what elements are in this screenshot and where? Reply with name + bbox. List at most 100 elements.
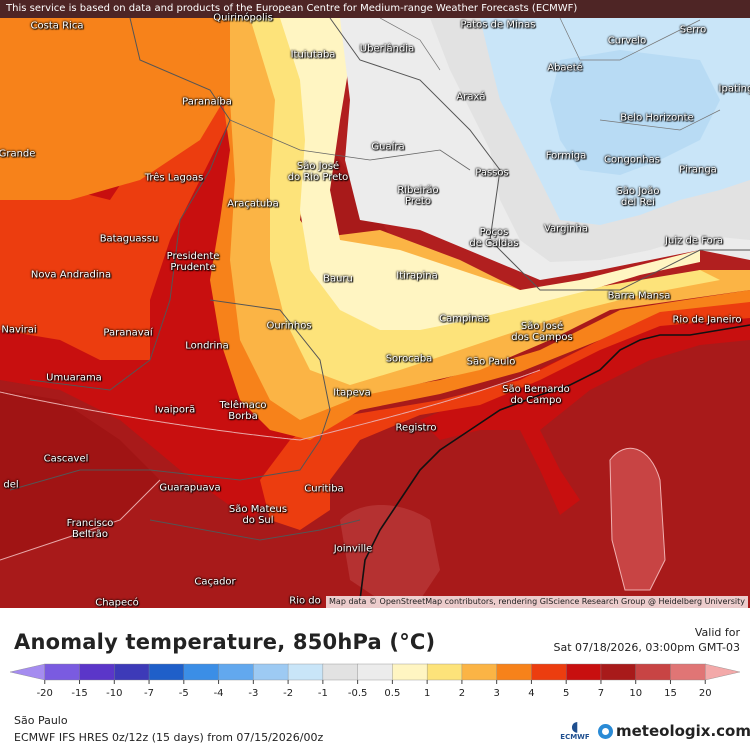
city-label: Campinas [439,313,489,325]
anomaly-zone-8-ocean [610,448,665,590]
ecmwf-disclaimer: This service is based on data and produc… [0,0,750,18]
legend-tick-label: 2 [458,688,466,699]
legend-swatch [44,663,81,681]
map-attribution: Map data © OpenStreetMap contributors, r… [326,596,748,608]
city-label: Formiga [545,150,587,162]
anomaly-zone-neg2 [550,50,720,175]
legend-swatch [218,663,255,681]
city-label: Registro [395,422,437,434]
city-label: Bauru [323,273,353,285]
legend-tick-label: -2 [283,688,294,699]
city-label: Ivaiporã [154,404,196,416]
anomaly-zone-2 [230,18,370,420]
legend-swatch [322,663,359,681]
city-label: Chapecó [95,597,139,609]
coastline [359,324,750,601]
color-legend: -20 -15 -10 -7 -5 -4 -3 -2 -1 -0.5 0.5 1 2 3 4 5 7 10 15 20 [0,660,750,708]
city-label: Ribeirão Preto [397,185,439,207]
city-label: Barra Mansa [607,290,671,302]
city-label: Joinville [333,543,373,555]
legend-tick-label: 10 [629,688,643,699]
map-title: Anomaly temperature, 850hPa (°C) [14,630,436,654]
city-label: Juiz de Fora [665,235,723,247]
legend-swatch [9,663,45,681]
legend-swatch [392,663,428,681]
legend-swatch [461,663,498,681]
ecmwf-logo-icon: ◖ [571,719,579,735]
city-label: Três Lagoas [144,172,204,184]
city-label: São José do Rio Preto [287,161,349,183]
model-run-info: ECMWF IFS HRES 0z/12z (15 days) from 07/… [14,731,324,744]
meteologix-logo[interactable]: meteologix.com [598,722,750,740]
city-label: Passos [475,167,509,179]
contour-line [0,479,161,561]
city-label: Araçatuba [227,198,279,210]
legend-swatch [670,663,706,681]
contour-line [0,369,541,441]
legend-swatch [357,663,394,681]
city-label: Quirinópolis [213,12,273,24]
legend-tick-label: -0.5 [347,688,368,699]
legend-tick-label: 0.5 [384,688,401,699]
legend-tick-label: 5 [563,688,570,699]
city-label: Caçador [194,576,236,588]
city-label: Costa Rica [30,20,84,32]
legend-swatch [496,663,533,681]
city-label: Congonhas [604,154,660,166]
legend-tick-label: -4 [213,688,224,699]
city-label: Presidente Prudente [166,251,220,273]
city-label: Varginha [543,223,589,235]
city-label: Uberlândia [359,43,415,55]
legend-tick-label: -10 [106,688,123,699]
city-label: Ituiutaba [290,49,336,61]
legend-tick-label: 3 [493,688,500,699]
legend-swatch [705,663,741,681]
legend-swatch [600,663,637,681]
city-label: São Paulo [466,356,516,368]
city-label: Ipatinga [718,83,750,95]
city-label: Rio de Janeiro [672,314,742,326]
state-border [229,119,471,171]
anomaly-zone-05 [280,18,700,330]
legend-tick-label: -5 [178,688,189,699]
anomaly-zone-4-south [260,300,750,530]
city-label: Paranaíba [182,96,232,108]
anomaly-zone-3-coast [320,290,750,414]
city-label: Belo Horizonte [620,112,694,124]
city-label: São Mateus do Sul [228,504,288,526]
location-name: São Paulo [14,714,68,727]
legend-swatch [531,663,567,681]
city-label: Curvelo [607,35,647,47]
city-label: São Bernardo do Campo [502,384,570,406]
legend-tick-label: 1 [423,688,431,699]
legend-tick-label: 15 [664,688,677,699]
state-border [9,299,331,491]
city-label: Umuarama [46,372,102,384]
meteologix-icon [598,723,613,739]
ecmwf-logo: ◖ ECMWF [560,719,590,741]
legend-tick-label: -1 [317,688,328,699]
city-label: Itapeva [333,387,371,399]
state-border [149,519,361,541]
city-label: Araxá [456,91,486,103]
city-label: Patos de Minas [460,19,536,31]
city-label: Guaíra [371,141,405,153]
anomaly-zone-3 [0,18,250,200]
legend-swatch [565,663,602,681]
city-label: São José dos Campos [511,321,573,343]
legend-tick-label: 4 [528,688,535,699]
weather-map[interactable]: This service is based on data and produc… [0,0,750,608]
city-label: Francisco Beltrão [66,518,114,540]
legend-tick-label: -7 [144,688,155,699]
city-label: Serro [679,24,707,36]
city-label: Abaeté [547,62,583,74]
city-label: São João del Rei [616,186,660,208]
valid-for-time: Sat 07/18/2026, 03:00pm GMT-03 [553,641,740,654]
legend-swatch [148,663,185,681]
city-label: del [3,479,19,491]
contour-line [609,447,666,591]
legend-tick-label: -20 [36,688,53,699]
map-footer: Anomaly temperature, 850hPa (°C) Valid f… [0,608,750,750]
legend-swatch [183,663,220,681]
city-label: Nova Andradina [30,269,112,281]
